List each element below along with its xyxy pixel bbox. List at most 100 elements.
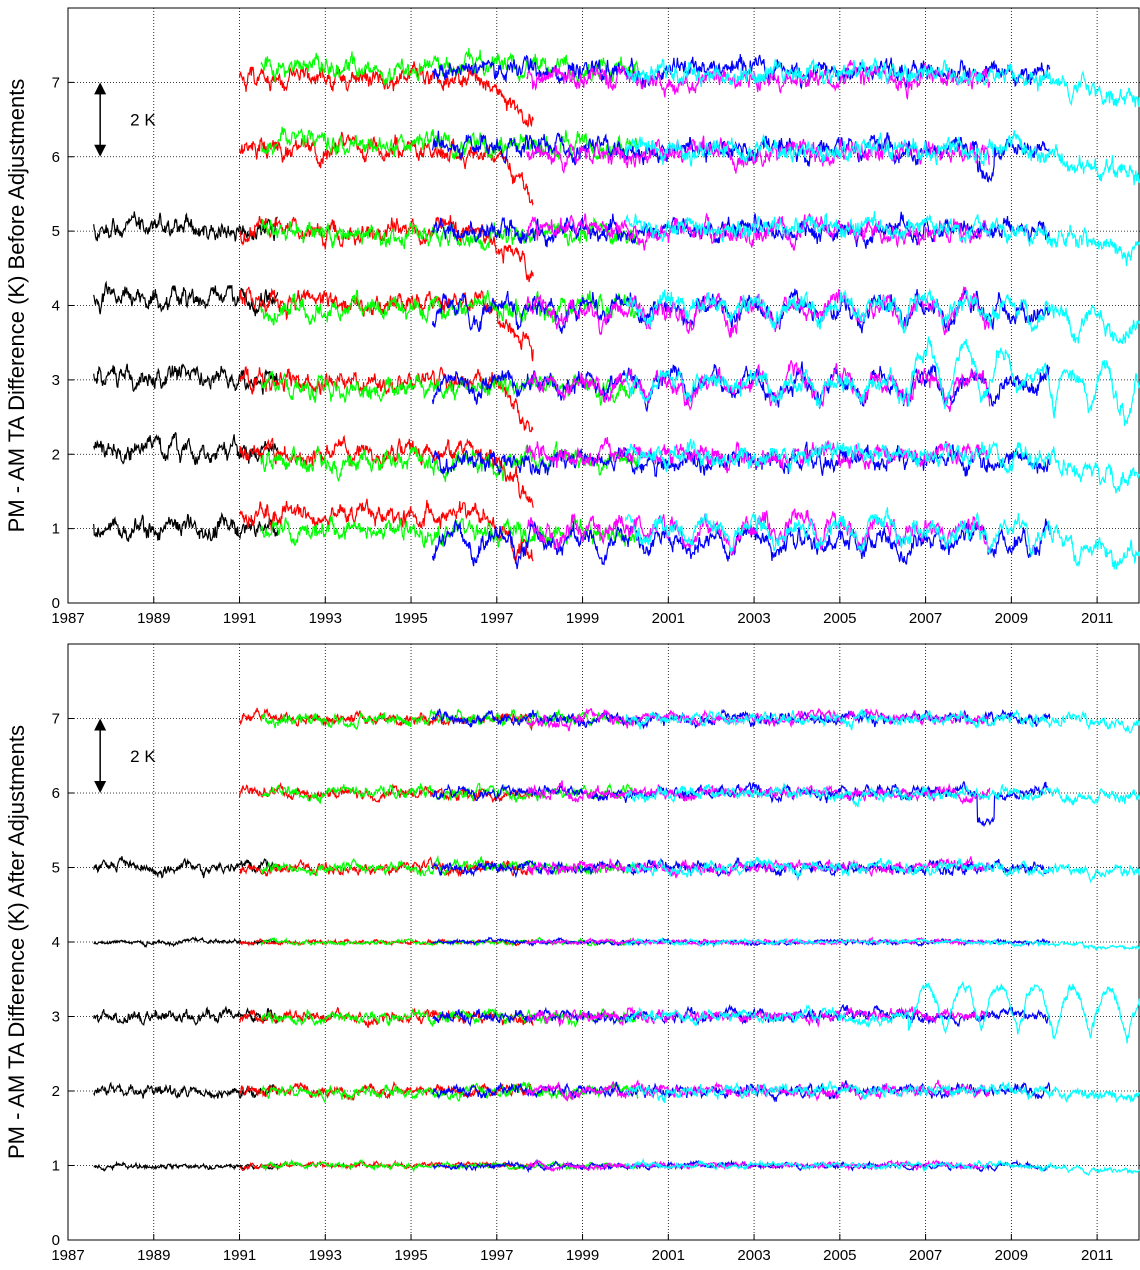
y-tick-label: 0 bbox=[52, 595, 60, 612]
x-tick-label: 2001 bbox=[652, 1247, 685, 1264]
scale-label: 2 K bbox=[130, 747, 156, 766]
series-line bbox=[624, 288, 1140, 345]
x-tick-label: 2009 bbox=[995, 610, 1028, 627]
y-tick-label: 0 bbox=[52, 1232, 60, 1249]
series-line bbox=[624, 438, 1140, 494]
x-tick-label: 1999 bbox=[566, 610, 599, 627]
series-line bbox=[260, 126, 639, 160]
scale-arrow bbox=[94, 82, 107, 157]
scale-arrow bbox=[94, 718, 107, 793]
series-line bbox=[238, 1080, 534, 1101]
series-line bbox=[526, 360, 991, 413]
x-tick-label: 1991 bbox=[223, 1247, 256, 1264]
x-tick-label: 2003 bbox=[737, 610, 770, 627]
y-axis-label: PM - AM TA Difference (K) After Adjustme… bbox=[4, 725, 29, 1159]
series-line bbox=[260, 782, 639, 805]
series-line bbox=[624, 981, 1140, 1044]
x-tick-label: 2007 bbox=[909, 610, 942, 627]
x-tick-label: 1995 bbox=[394, 1247, 427, 1264]
series-group bbox=[93, 707, 1140, 1177]
series-line bbox=[93, 363, 279, 395]
x-tick-label: 1989 bbox=[137, 610, 170, 627]
series-line bbox=[238, 131, 534, 207]
x-tick-label: 1991 bbox=[223, 610, 256, 627]
y-tick-label: 3 bbox=[52, 372, 60, 389]
scale-arrow-head-up bbox=[94, 718, 107, 731]
series-line bbox=[431, 1080, 1051, 1103]
series-line bbox=[624, 336, 1140, 427]
series-line bbox=[624, 1157, 1140, 1177]
series-line bbox=[526, 856, 991, 879]
scale-arrow-head-down bbox=[94, 144, 107, 157]
y-tick-label: 5 bbox=[52, 223, 60, 240]
x-tick-label: 2011 bbox=[1081, 1247, 1113, 1264]
series-line bbox=[625, 782, 1140, 808]
series-group bbox=[93, 47, 1140, 570]
x-tick-label: 1987 bbox=[51, 1247, 84, 1264]
series-line bbox=[526, 508, 991, 557]
y-axis-label: PM - AM TA Difference (K) Before Adjustm… bbox=[4, 79, 29, 533]
series-line bbox=[526, 1006, 991, 1029]
y-tick-label: 7 bbox=[52, 711, 60, 728]
series-line bbox=[625, 130, 1140, 186]
y-tick-label: 1 bbox=[52, 1158, 60, 1175]
x-tick-label: 2001 bbox=[652, 610, 685, 627]
x-tick-label: 1993 bbox=[309, 1247, 342, 1264]
x-tick-label: 2011 bbox=[1081, 610, 1113, 627]
x-tick-label: 1993 bbox=[309, 610, 342, 627]
series-line bbox=[260, 1158, 639, 1173]
series-line bbox=[624, 1080, 1140, 1104]
series-line bbox=[93, 1005, 279, 1027]
series-line bbox=[624, 936, 1140, 952]
y-tick-label: 4 bbox=[52, 934, 60, 951]
series-line bbox=[260, 370, 639, 406]
y-tick-label: 7 bbox=[52, 74, 60, 91]
x-tick-label: 1997 bbox=[480, 1247, 513, 1264]
series-line bbox=[260, 216, 639, 252]
series-line bbox=[526, 780, 991, 805]
y-tick-label: 6 bbox=[52, 785, 60, 802]
y-tick-label: 5 bbox=[52, 860, 60, 877]
panel-before-adjustments: 1987 1989 1991 1993 1995 1997 1999 2001 2003 2005… bbox=[4, 7, 1140, 627]
series-line bbox=[260, 47, 639, 86]
scale-arrow-head-up bbox=[94, 82, 107, 95]
series-line bbox=[93, 1081, 279, 1100]
series-line bbox=[93, 1160, 279, 1172]
x-tick-label: 1989 bbox=[137, 1247, 170, 1264]
series-line bbox=[624, 709, 1140, 734]
series-line bbox=[93, 511, 279, 542]
y-tick-label: 3 bbox=[52, 1009, 60, 1026]
y-tick-label: 6 bbox=[52, 149, 60, 166]
y-tick-label: 1 bbox=[52, 521, 60, 538]
series-line bbox=[431, 53, 1051, 90]
y-tick-label: 2 bbox=[52, 1083, 60, 1100]
x-tick-label: 2005 bbox=[823, 610, 856, 627]
series-line bbox=[526, 285, 991, 338]
series-line bbox=[239, 498, 534, 565]
series-line bbox=[93, 211, 278, 242]
series-line bbox=[624, 56, 1140, 108]
series-line bbox=[431, 211, 1051, 249]
x-tick-label: 2005 bbox=[823, 1247, 856, 1264]
x-tick-label: 1995 bbox=[394, 610, 427, 627]
x-tick-label: 1987 bbox=[51, 610, 84, 627]
panel-after-adjustments: 1987 1989 1991 1993 1995 1997 1999 2001 2003 2005… bbox=[4, 643, 1140, 1264]
series-line bbox=[526, 60, 991, 101]
x-tick-label: 1999 bbox=[566, 1247, 599, 1264]
series-line bbox=[624, 211, 1140, 267]
y-tick-label: 2 bbox=[52, 446, 60, 463]
y-tick-label: 4 bbox=[52, 298, 60, 315]
x-tick-label: 2003 bbox=[737, 1247, 770, 1264]
x-tick-label: 2009 bbox=[995, 1247, 1028, 1264]
series-line bbox=[93, 856, 279, 879]
scale-label: 2 K bbox=[130, 111, 156, 130]
series-line bbox=[624, 507, 1140, 570]
series-line bbox=[526, 707, 991, 732]
x-tick-label: 1997 bbox=[480, 610, 513, 627]
scale-arrow-head-down bbox=[94, 781, 107, 793]
series-line bbox=[93, 280, 279, 317]
series-line bbox=[260, 289, 639, 326]
x-tick-label: 2007 bbox=[909, 1247, 942, 1264]
series-line bbox=[624, 856, 1140, 884]
